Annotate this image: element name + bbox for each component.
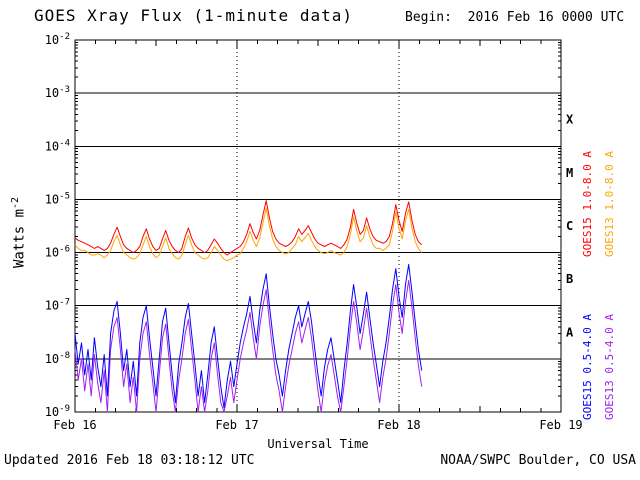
y-tick-label: 10-8 — [45, 351, 70, 366]
x-tick-label: Feb 16 — [53, 418, 96, 432]
x-tick-label: Feb 17 — [215, 418, 258, 432]
chart-title: GOES Xray Flux (1-minute data) — [34, 6, 353, 25]
begin-time-label: Begin: 2016 Feb 16 0000 UTC — [405, 10, 625, 25]
x-tick-label: Feb 19 — [539, 418, 582, 432]
source-attribution: NOAA/SWPC Boulder, CO USA — [440, 453, 636, 468]
y-tick-label: 10-2 — [45, 32, 70, 47]
y-tick-label: 10-6 — [45, 245, 70, 260]
y-tick-label: 10-3 — [45, 85, 70, 100]
data-series — [74, 200, 423, 413]
legend-goes15-short-wavelength: GOES15 0.5-4.0 A — [581, 314, 594, 420]
flare-class-letter: A — [566, 325, 574, 339]
flare-class-letter: C — [566, 219, 573, 233]
legend-goes13-short-wavelength: GOES13 0.5-4.0 A — [603, 314, 616, 420]
flare-class-letter: B — [566, 272, 573, 286]
series-goes13-1-0-8-0-a — [74, 207, 423, 262]
y-tick-label: 10-4 — [45, 138, 70, 153]
legend-goes15-long-wavelength: GOES15 1.0-8.0 A — [581, 151, 594, 257]
x-axis-label: Universal Time — [267, 437, 369, 451]
series-goes13-0-5-4-0-a — [74, 279, 423, 413]
updated-timestamp: Updated 2016 Feb 18 03:18:12 UTC — [4, 453, 255, 468]
y-tick-label: 10-7 — [45, 298, 70, 313]
grid-lines — [74, 39, 562, 413]
y-tick-label: 10-9 — [45, 404, 70, 419]
legend-goes13-long-wavelength: GOES13 1.0-8.0 A — [603, 151, 616, 257]
y-tick-label: 10-5 — [45, 191, 70, 206]
series-goes15-0-5-4-0-a — [74, 263, 423, 409]
flare-class-letter: X — [566, 113, 574, 127]
flare-class-letter: M — [566, 166, 573, 180]
x-tick-label: Feb 18 — [377, 418, 420, 432]
series-goes15-1-0-8-0-a — [74, 200, 423, 256]
